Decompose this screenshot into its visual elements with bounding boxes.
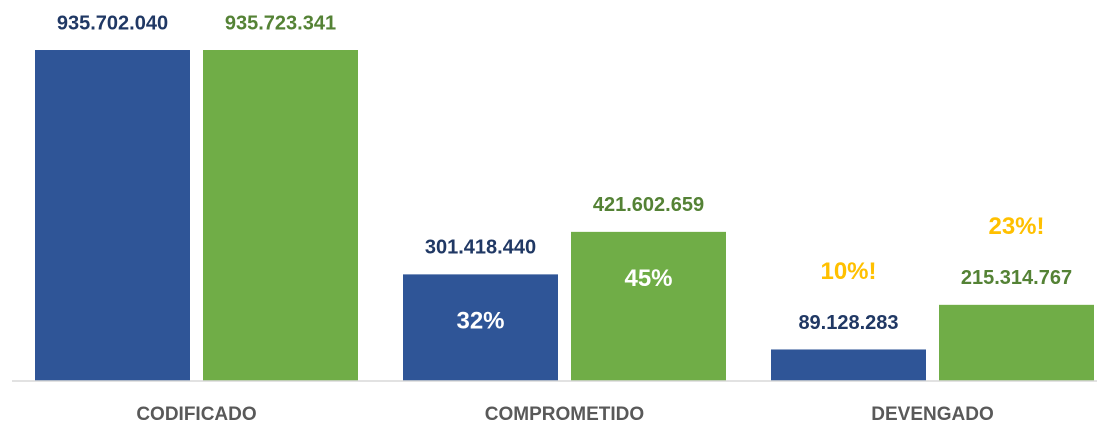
category-label: COMPROMETIDO: [485, 404, 644, 425]
percent-label: 23%!: [988, 213, 1044, 240]
bar: [939, 304, 1094, 381]
percent-label: 45%: [624, 265, 672, 292]
bar: [35, 50, 190, 381]
category-label: DEVENGADO: [871, 404, 993, 425]
bar: [571, 231, 726, 381]
value-label: 935.702.040: [57, 12, 168, 34]
category-label: CODIFICADO: [136, 404, 256, 425]
value-label: 89.128.283: [798, 312, 898, 334]
value-label: 301.418.440: [425, 237, 536, 259]
value-label: 935.723.341: [225, 12, 336, 34]
value-label: 421.602.659: [593, 194, 704, 216]
percent-label: 32%: [456, 308, 504, 335]
bar: [403, 274, 558, 381]
bar: [203, 50, 358, 381]
percent-label: 10%!: [820, 258, 876, 285]
value-label: 215.314.767: [961, 267, 1072, 289]
bar: [771, 349, 926, 381]
